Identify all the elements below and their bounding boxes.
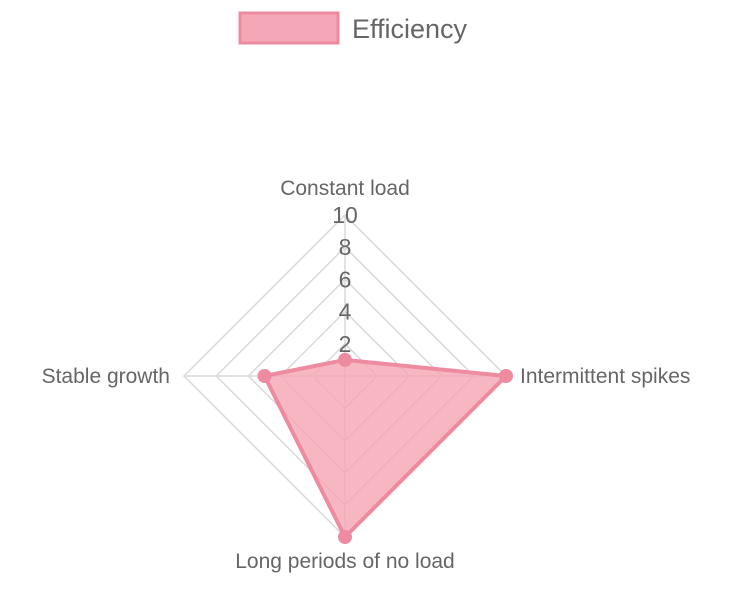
- category-label-1: Intermittent spikes: [520, 365, 690, 388]
- legend-label[interactable]: Efficiency: [352, 14, 468, 44]
- legend[interactable]: Efficiency: [238, 11, 468, 45]
- tick-label-4: 4: [339, 299, 352, 325]
- category-label-3: Stable growth: [42, 365, 170, 388]
- data-point-1[interactable]: [499, 369, 513, 383]
- data-point-0[interactable]: [338, 352, 352, 367]
- tick-label-10: 10: [332, 202, 358, 228]
- data-point-3[interactable]: [257, 369, 272, 383]
- radar-series: [262, 357, 508, 539]
- tick-label-2: 2: [339, 331, 352, 357]
- category-label-0: Constant load: [280, 177, 410, 200]
- series-area-0: [262, 357, 508, 539]
- radar-axis-labels: Constant load Intermittent spikes Long per…: [42, 177, 691, 573]
- radar-points: [257, 352, 513, 544]
- category-label-2: Long periods of no load: [235, 550, 455, 573]
- tick-label-6: 6: [339, 266, 352, 292]
- legend-swatch[interactable]: [238, 11, 340, 45]
- radar-tick-labels: 2 4 6 8 10: [332, 202, 358, 357]
- tick-label-8: 8: [339, 234, 352, 260]
- data-point-2[interactable]: [338, 530, 352, 544]
